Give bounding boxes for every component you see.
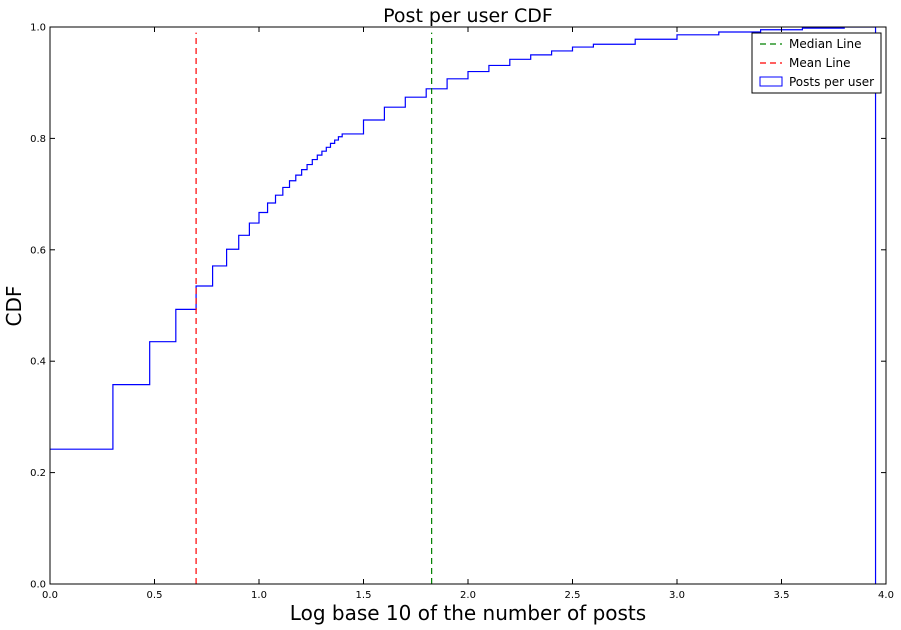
x-tick-label: 0.0: [42, 590, 58, 601]
y-tick-label: 0.0: [30, 580, 46, 591]
y-tick-label: 0.4: [30, 357, 46, 368]
legend-swatch: [759, 76, 783, 87]
y-tick-label: 0.6: [30, 245, 46, 256]
x-tick-label: 1.5: [356, 590, 372, 601]
y-tick-label: 0.8: [30, 134, 46, 145]
x-tick-label: 4.0: [878, 590, 894, 601]
legend-label: Median Line: [789, 37, 861, 51]
y-axis-label: CDF: [2, 286, 26, 327]
legend-label: Posts per user: [789, 75, 874, 89]
x-tick-label: 1.0: [251, 590, 267, 601]
plot-area: 0.0 0.5 1.0 1.5 2.0 2.5 3.0 3.5 4.0 0.0 0.2 0.4 0.6 0…: [30, 23, 894, 602]
legend: Median Line Mean Line Posts per user: [751, 32, 882, 94]
x-tick-label: 2.0: [460, 590, 476, 601]
series-line-posts-per-user: [50, 27, 877, 584]
x-tick-label: 3.5: [774, 590, 790, 601]
legend-label: Mean Line: [789, 56, 851, 70]
x-tick-label: 2.5: [565, 590, 581, 601]
plot-frame: [49, 26, 887, 585]
x-tick-label: 0.5: [147, 590, 163, 601]
y-tick-label: 1.0: [30, 23, 46, 34]
x-axis-label: Log base 10 of the number of posts: [290, 601, 646, 625]
y-tick-label: 0.2: [30, 468, 46, 479]
x-tick-label: 3.0: [669, 590, 685, 601]
chart-title: Post per user CDF: [383, 5, 553, 27]
